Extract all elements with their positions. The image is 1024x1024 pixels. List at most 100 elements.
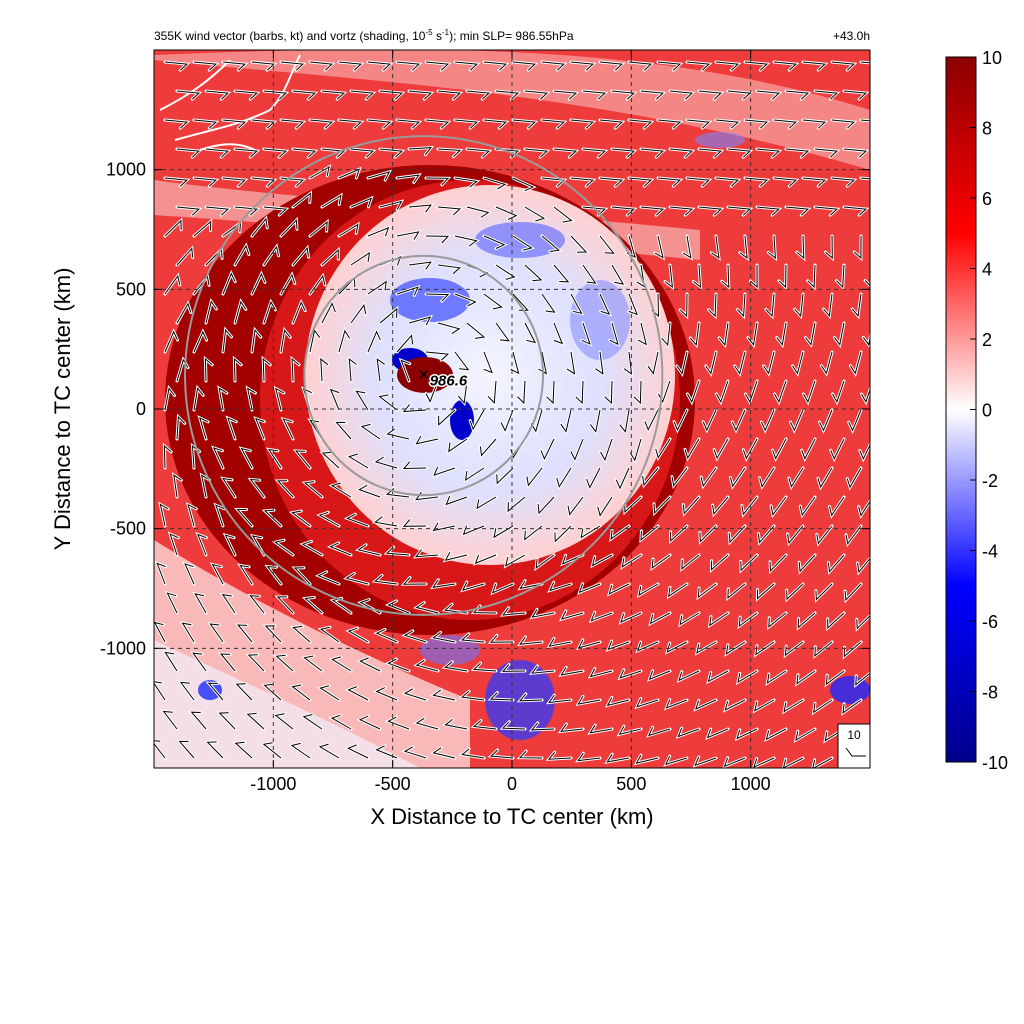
wind-barb xyxy=(587,667,614,679)
wind-barb xyxy=(491,524,515,541)
wind-barb xyxy=(395,118,423,130)
wind-barb xyxy=(458,632,486,644)
colorbar-tick-label: 4 xyxy=(982,260,992,280)
wind-barb xyxy=(826,611,846,632)
wind-barb xyxy=(162,650,179,673)
wind-barb xyxy=(154,620,167,644)
wind-barb xyxy=(824,234,834,262)
wind-barb xyxy=(739,553,759,574)
wind-barb xyxy=(349,89,377,101)
wind-barb xyxy=(400,576,428,586)
wind-barb xyxy=(726,582,747,602)
wind-barb xyxy=(220,476,237,499)
wind-barb xyxy=(163,328,179,354)
wind-barb xyxy=(726,89,754,101)
wind-barb xyxy=(441,660,469,673)
wind-barb xyxy=(566,495,585,519)
wind-barb xyxy=(574,379,585,407)
wind-barb xyxy=(221,326,233,354)
wind-barb xyxy=(262,147,290,159)
wind-barb xyxy=(446,437,469,455)
wind-barb xyxy=(163,384,176,412)
y-axis-title: Y Distance to TC center (km) xyxy=(50,268,75,551)
wind-barb xyxy=(185,501,198,528)
wind-barb xyxy=(824,669,846,688)
wind-barb xyxy=(762,350,776,377)
wind-barb xyxy=(384,715,411,731)
wind-barb xyxy=(453,350,472,372)
wind-barb xyxy=(465,321,488,340)
wind-barb xyxy=(192,118,220,130)
wind-barb xyxy=(830,60,858,72)
wind-barb xyxy=(506,495,527,515)
wind-barb xyxy=(843,582,863,604)
wind-barb xyxy=(250,176,278,188)
wind-barb xyxy=(482,350,495,376)
wind-barb xyxy=(163,176,191,188)
wind-barb xyxy=(300,654,324,673)
wind-barb xyxy=(603,379,614,407)
wind-barb xyxy=(273,385,286,412)
wind-barb xyxy=(453,60,481,72)
wind-barb xyxy=(540,118,568,130)
wind-barb xyxy=(610,89,638,101)
wind-barb xyxy=(666,582,689,600)
wind-barb xyxy=(371,573,399,586)
wind-barb xyxy=(353,389,370,412)
wind-barb xyxy=(610,205,638,217)
wind-barb xyxy=(320,299,337,325)
wind-barb xyxy=(559,408,573,435)
wind-barb xyxy=(274,479,295,499)
wind-barb xyxy=(262,89,290,101)
wind-barb xyxy=(767,611,788,631)
wind-barb xyxy=(766,234,778,262)
wind-barb xyxy=(580,321,593,347)
wind-barb xyxy=(633,753,660,766)
wind-barb xyxy=(337,118,365,130)
wind-barb xyxy=(465,147,493,159)
wind-barb xyxy=(436,263,464,276)
wind-barb xyxy=(672,408,689,434)
wind-barb xyxy=(216,711,237,731)
wind-barb xyxy=(384,599,411,615)
wind-barb xyxy=(219,592,237,615)
tc-center-label: 986.6 xyxy=(430,372,468,389)
wind-barb xyxy=(407,145,435,157)
wind-barb xyxy=(656,176,684,188)
wind-barb xyxy=(668,89,696,101)
wind-barb xyxy=(545,750,573,761)
wind-barb xyxy=(784,89,812,101)
wind-barb xyxy=(407,260,434,271)
wind-barb xyxy=(525,466,544,489)
wind-barb xyxy=(247,593,266,615)
wind-barb xyxy=(798,495,817,519)
wind-barb xyxy=(328,481,353,499)
wind-barb xyxy=(777,263,788,291)
wind-barb xyxy=(291,298,307,325)
wind-barb xyxy=(262,298,277,325)
wind-barb xyxy=(704,350,718,378)
wind-barb xyxy=(668,147,696,159)
wind-barb xyxy=(819,350,834,377)
wind-barb xyxy=(245,653,266,673)
wind-barb xyxy=(852,234,863,262)
wind-barb xyxy=(395,332,415,354)
wind-barb xyxy=(344,685,370,702)
wind-barb xyxy=(289,624,312,644)
wind-barb xyxy=(873,149,895,157)
wind-barb xyxy=(581,147,609,159)
wind-barb xyxy=(400,402,428,414)
wind-barb xyxy=(437,408,457,429)
wind-barb xyxy=(260,741,283,760)
wind-barb xyxy=(783,640,805,659)
wind-barb xyxy=(711,495,730,518)
wind-barb xyxy=(536,495,556,517)
wind-barb xyxy=(345,452,370,470)
wind-barb xyxy=(383,427,411,441)
wind-barb xyxy=(199,472,211,499)
wind-barb xyxy=(547,580,573,593)
wind-barb xyxy=(264,564,283,586)
wind-barb xyxy=(537,350,549,377)
wind-barb xyxy=(495,466,515,487)
wind-barb xyxy=(486,379,498,407)
